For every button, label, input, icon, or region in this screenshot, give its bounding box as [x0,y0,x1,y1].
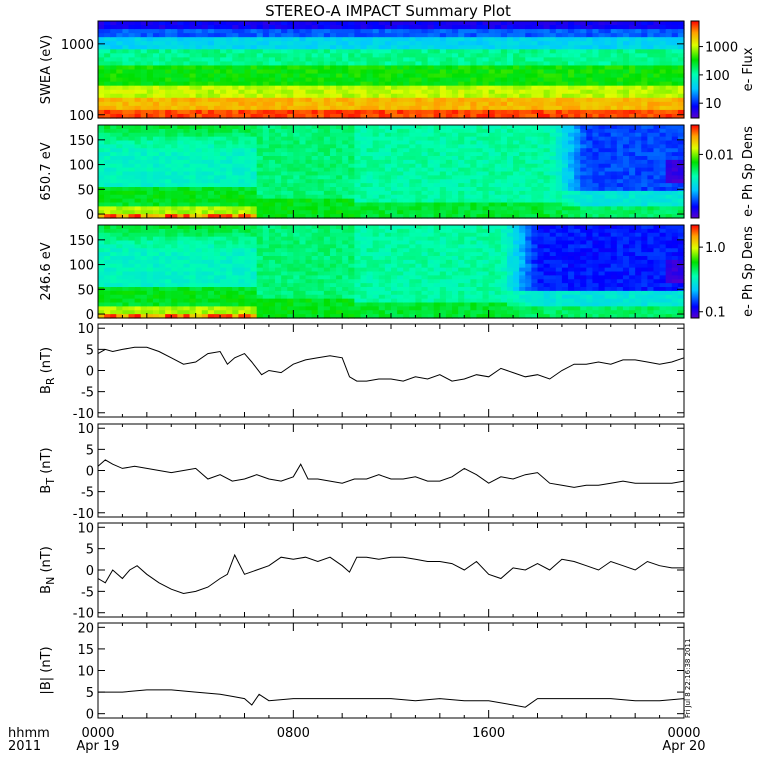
y-tick-label: 0 [86,564,94,579]
y-axis-label: 650.7 eV [39,142,54,200]
y-tick-label: 1000 [61,38,94,53]
x-axis-row1-label: hhmm [8,726,50,741]
y-tick-label: 100 [69,109,94,124]
y-axis-label: 246.6 eV [39,242,54,300]
series-line-bn [97,553,684,595]
colorbar-swea: 10 100 1000 e- Flux [690,20,756,119]
y-tick-label: 5 [86,443,94,458]
y-tick-label: -10 [73,507,94,522]
colorbar-gradient [690,224,700,319]
y-tick-label: 10 [77,422,94,437]
colorbar-gradient [690,20,700,119]
colorbar-label: e- Ph Sp Dens [741,226,756,317]
panel-pad246: 0 50 100 150 246.6 eV [39,224,685,323]
y-axis-label-sub: R [44,377,57,385]
y-tick-label: 10 [77,521,94,536]
colorbar-pad246: 0.1 1.0 e- Ph Sp Dens [690,224,756,321]
y-axis-label-unit: (nT) [39,447,54,477]
y-axis-label: BT (nT) [39,447,57,493]
y-axis-label: BR (nT) [39,347,57,394]
colorbar-tick-label: 100 [705,69,730,84]
y-tick-label: 5 [86,686,94,701]
y-tick-label: 10 [77,665,94,680]
y-tick-label: 150 [69,134,94,149]
panel-bn: -10 -5 0 5 10 BN (nT) [39,521,685,622]
y-tick-label: 20 [77,621,94,636]
colorbar-pad650: 0.01 e- Ph Sp Dens [690,124,756,219]
y-tick-label: 0 [86,208,94,223]
generation-stamp: Fri Jul 8 22:16:38 2011 [684,639,692,718]
panel-swea: 100 1000 SWEA (eV) [39,20,685,124]
y-tick-label: 0 [86,365,94,380]
colorbar-tick-label: 10 [705,97,722,112]
x-tick-label: 0000 [667,726,700,741]
panel-bmag: 0 5 10 15 20 |B| (nT) [39,621,685,723]
y-axis-label: SWEA (eV) [39,35,54,104]
y-tick-label: 10 [77,322,94,337]
y-tick-label: 100 [69,259,94,274]
y-tick-label: -5 [81,386,94,401]
colorbar-label: e- Ph Sp Dens [741,126,756,217]
y-tick-label: -10 [73,407,94,422]
y-tick-label: 5 [86,543,94,558]
y-tick-label: 15 [77,643,94,658]
x-tick-label: 0800 [277,726,310,741]
y-axis-label-main: |B| (nT) [39,646,54,694]
y-tick-label: 0 [86,308,94,323]
colorbar-tick-label: 1000 [705,41,738,56]
x-tick-date-label: Apr 19 [76,739,119,754]
colorbar-label: e- Flux [741,47,756,91]
series-line-bmag [98,689,685,708]
series-line-bt [97,459,685,488]
y-axis-label-main: B [39,385,54,394]
plot-title: STEREO-A IMPACT Summary Plot [265,2,511,20]
colorbar-gradient [690,124,700,219]
y-tick-label: 50 [77,283,94,298]
y-tick-label: -5 [81,486,94,501]
x-axis-row2-label: 2011 [8,739,41,754]
colorbar-tick-label: 0.01 [705,148,734,163]
y-axis-label-main: B [39,485,54,494]
y-axis-label-unit: (nT) [39,546,54,576]
panel-bt: -10 -5 0 5 10 BT (nT) [39,422,685,522]
y-tick-label: 5 [86,343,94,358]
y-axis-label: BN (nT) [39,546,57,594]
y-axis-label-sub: T [44,478,57,486]
panel-pad650: 0 50 100 150 650.7 eV [39,124,685,223]
colorbar-tick-label: 1.0 [705,241,726,256]
y-tick-label: 100 [69,159,94,174]
panel-frame [97,522,685,618]
y-axis-label-main: B [39,585,54,594]
series-line-br [97,346,685,382]
y-tick-label: 0 [86,465,94,480]
y-tick-label: 150 [69,234,94,249]
colorbar-tick-label: 0.1 [705,306,726,321]
y-axis-label-sub: N [44,577,57,585]
y-tick-label: 0 [86,708,94,723]
x-tick-date-label: Apr 20 [662,739,705,754]
panel-frame [97,323,685,418]
panel-br: -10 -5 0 5 10 BR (nT) [39,322,685,422]
panel-frame [97,622,685,719]
y-axis-label: |B| (nT) [39,646,54,694]
x-tick-label: 0000 [81,726,114,741]
y-tick-label: -10 [73,607,94,622]
y-axis-label-unit: (nT) [39,347,54,377]
x-tick-label: 1600 [472,726,505,741]
y-tick-label: 50 [77,183,94,198]
y-tick-label: -5 [81,585,94,600]
